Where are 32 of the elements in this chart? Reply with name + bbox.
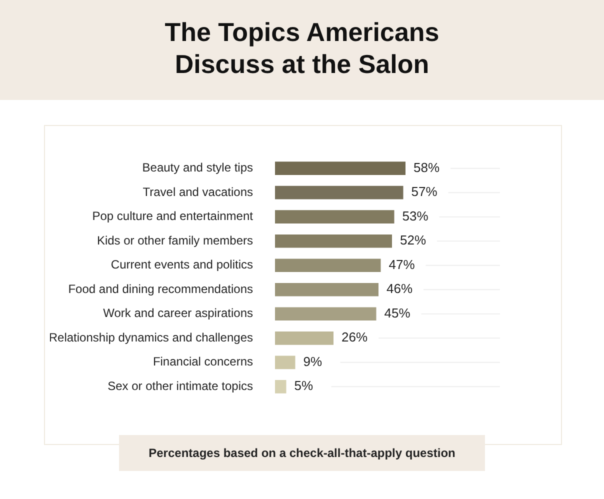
bar — [275, 162, 406, 175]
data-label: 53% — [402, 208, 429, 224]
y-tick-label: Work and career aspirations — [103, 306, 253, 320]
bar — [275, 258, 381, 272]
text: Percentages based on a check-all-that-apply question — [119, 435, 485, 471]
chart-title: The Topics Americans Discuss at the Salon — [164, 16, 440, 80]
y-tick-label: Sex or other intimate topics — [108, 378, 253, 393]
bar — [275, 331, 334, 345]
data-label: 58% — [414, 160, 440, 175]
bar — [275, 380, 286, 394]
data-label: 26% — [342, 330, 368, 345]
bar — [275, 307, 376, 321]
bar — [275, 234, 392, 248]
y-tick-label: Financial concerns — [152, 354, 253, 369]
y-tick-label: Kids or other family members — [96, 233, 253, 248]
data-label: 52% — [400, 232, 426, 248]
data-label: 45% — [384, 305, 411, 320]
bar — [275, 356, 296, 370]
data-label: 47% — [388, 256, 416, 272]
y-tick-label: Beauty and style tips — [142, 160, 253, 175]
bar — [275, 186, 404, 200]
y-tick-label: Current events and politics — [110, 258, 253, 272]
data-label: 5% — [294, 378, 314, 394]
bar — [275, 282, 378, 296]
data-label: 9% — [303, 354, 322, 369]
y-tick-label: Food and dining recommendations — [68, 282, 253, 296]
bar — [275, 210, 394, 224]
y-tick-label: Relationship dynamics and challenges — [48, 330, 253, 344]
data-label: 46% — [386, 281, 413, 296]
data-label: 57% — [411, 184, 438, 200]
y-tick-label: Pop culture and entertainment — [92, 209, 254, 224]
y-tick-label: Travel and vacations — [142, 184, 253, 199]
